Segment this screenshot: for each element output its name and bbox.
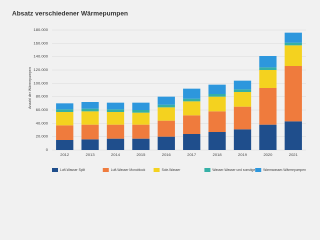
x-tick-label: 2021 — [289, 152, 299, 157]
bar-segment — [259, 67, 277, 70]
y-tick-label: 100.000 — [34, 80, 49, 85]
legend-swatch — [102, 168, 109, 172]
y-tick-label: 0 — [46, 147, 49, 152]
bar-segment — [183, 115, 201, 134]
bar-segment — [284, 66, 302, 122]
bar-segment — [132, 138, 150, 150]
bar-segment — [132, 110, 150, 113]
bar-segment — [157, 136, 175, 150]
x-tick-label: 2014 — [111, 152, 121, 157]
y-tick-label: 180.000 — [34, 27, 49, 32]
y-tick-label: 20.000 — [36, 134, 49, 139]
bar-segment — [81, 102, 99, 109]
bar-segment — [106, 112, 125, 125]
bar-segment — [157, 107, 175, 121]
x-tick-label: 2019 — [238, 152, 248, 157]
chart: Absatz verschiedener Wärmepumpen Anzahl … — [12, 10, 307, 173]
bar-segment — [157, 104, 175, 108]
x-tick-label: 2016 — [162, 152, 172, 157]
bar-segment — [208, 94, 226, 97]
y-tick-label: 120.000 — [34, 67, 49, 72]
y-tick-label: 40.000 — [36, 120, 49, 125]
y-axis-label: Anzahl der Wärmepumpen — [28, 67, 32, 109]
y-tick-label: 60.000 — [36, 107, 49, 112]
bar-segment — [106, 138, 125, 150]
bar-segment — [233, 80, 252, 90]
bar-segment — [284, 42, 302, 46]
legend-swatch — [255, 168, 262, 172]
bar-segment — [259, 124, 277, 150]
legend-label: Luft-Wasser Monoblock — [111, 168, 146, 172]
bar-segment — [132, 124, 150, 139]
bar-segment — [284, 32, 302, 43]
x-tick-label: 2020 — [263, 152, 273, 157]
legend-swatch — [153, 168, 160, 172]
y-tick-label: 80.000 — [36, 94, 49, 99]
bar-segment — [81, 139, 99, 150]
bar-segment — [233, 129, 252, 150]
bar-segment — [284, 45, 302, 66]
bar-segment — [106, 124, 125, 139]
legend-label: Luft-Wasser Split — [60, 168, 85, 172]
bar-segment — [56, 125, 74, 140]
legend-label: Sole-Wasser — [162, 168, 182, 172]
bar-segment — [183, 88, 201, 99]
bar-segment — [183, 98, 201, 102]
bar-segment — [233, 89, 252, 92]
bar-segment — [81, 124, 99, 140]
x-tick-label: 2013 — [86, 152, 96, 157]
bar-segment — [56, 140, 74, 150]
bar-segment — [106, 109, 125, 112]
bar-segment — [259, 88, 277, 125]
bar-segment — [208, 111, 226, 132]
chart-title: Absatz verschiedener Wärmepumpen — [12, 11, 128, 18]
bar-segment — [208, 96, 226, 112]
bar-segment — [259, 56, 277, 68]
bar-segment — [259, 70, 277, 88]
bar-segment — [81, 108, 99, 112]
bar-segment — [208, 132, 226, 150]
x-tick-label: 2018 — [213, 152, 223, 157]
bar-segment — [157, 120, 175, 137]
bar-segment — [132, 112, 150, 125]
legend-label: Warmwasser-Wärmepumpen — [263, 168, 306, 172]
bar-segment — [284, 121, 302, 150]
bar-segment — [106, 102, 125, 110]
x-tick-label: 2017 — [187, 152, 197, 157]
bar-segment — [157, 96, 175, 105]
bar-segment — [56, 109, 74, 112]
legend-swatch — [204, 168, 211, 172]
bar-segment — [56, 103, 74, 110]
y-tick-label: 140.000 — [34, 54, 49, 59]
bar-segment — [208, 84, 226, 94]
bar-segment — [183, 101, 201, 116]
bar-segment — [132, 102, 150, 110]
bar-segment — [81, 111, 99, 125]
bar-segment — [233, 106, 252, 130]
bar-segment — [56, 112, 74, 126]
legend-swatch — [52, 168, 58, 172]
x-tick-label: 2015 — [136, 152, 146, 157]
x-tick-label: 2012 — [60, 152, 70, 157]
bar-segment — [233, 92, 252, 107]
y-tick-label: 160.000 — [34, 40, 49, 45]
bar-segment — [183, 134, 201, 150]
legend-label: Wasser-Wasser und sonstige — [212, 168, 255, 172]
